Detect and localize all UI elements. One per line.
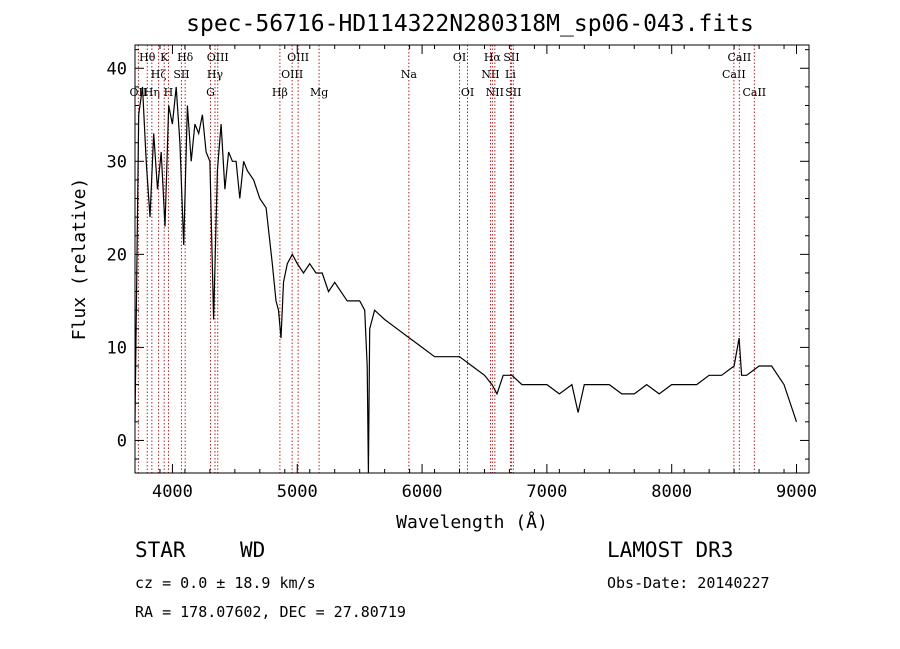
axis-tick-layer: 4000 5000 6000 7000 8000 9000 0 10 20 30 40 [107, 45, 817, 502]
line-marker-label: Hη [144, 86, 160, 99]
line-marker-label: CaII [728, 51, 752, 64]
line-marker-label: NII [481, 68, 499, 81]
line-marker-label: Hβ [272, 86, 288, 99]
y-tick-label: 30 [107, 152, 127, 172]
object-subclass: WD [240, 538, 266, 562]
line-marker-label: G [206, 86, 215, 99]
line-marker-label: Hγ [207, 68, 224, 81]
line-marker-label: Hζ [151, 68, 167, 81]
line-marker-label: K [160, 51, 169, 64]
y-axis-label: Flux (relative) [69, 178, 90, 341]
y-tick-label: 0 [117, 431, 127, 451]
chart-title: spec-56716-HD114322N280318M_sp06-043.fit… [186, 11, 754, 37]
line-marker-label: SII [173, 68, 189, 81]
line-marker-label: NII [486, 86, 504, 99]
x-tick-label: 7000 [526, 482, 567, 502]
obs-date-text: Obs-Date: 20140227 [607, 574, 770, 592]
x-tick-label: 4000 [152, 482, 193, 502]
line-marker-label: OIII [281, 68, 303, 81]
line-marker-label: CaII [742, 86, 766, 99]
line-marker-label: Hθ [139, 51, 156, 64]
survey-name: LAMOST DR3 [607, 538, 734, 562]
spectrum-line [134, 86, 798, 474]
line-marker-label: OI [453, 51, 466, 64]
x-tick-label: 8000 [651, 482, 692, 502]
x-tick-label: 6000 [402, 482, 443, 502]
line-marker-label: Li [505, 68, 516, 81]
line-marker-label: Na [401, 68, 418, 81]
line-marker-label: SII [503, 51, 519, 64]
line-marker-label: OIII [207, 51, 229, 64]
plot-frame [134, 44, 810, 474]
x-tick-label: 5000 [277, 482, 318, 502]
y-tick-label: 10 [107, 338, 127, 358]
line-marker-label: OI [461, 86, 474, 99]
y-tick-label: 20 [107, 245, 127, 265]
redshift-text: cz = 0.0 ± 18.9 km/s [135, 574, 316, 592]
line-marker-label: Hα [484, 51, 502, 64]
line-marker-label: CaII [722, 68, 746, 81]
line-marker-label: Mg [310, 86, 328, 99]
line-marker-label: OIII [287, 51, 309, 64]
line-marker-label: H [164, 86, 174, 99]
line-marker-label: SII [505, 86, 521, 99]
x-tick-label: 9000 [776, 482, 817, 502]
line-marker-label: Hδ [177, 51, 194, 64]
object-class: STAR [135, 538, 186, 562]
coords-text: RA = 178.07602, DEC = 27.80719 [135, 603, 406, 621]
x-axis-label: Wavelength (Å) [396, 511, 548, 533]
y-tick-label: 40 [107, 59, 127, 79]
